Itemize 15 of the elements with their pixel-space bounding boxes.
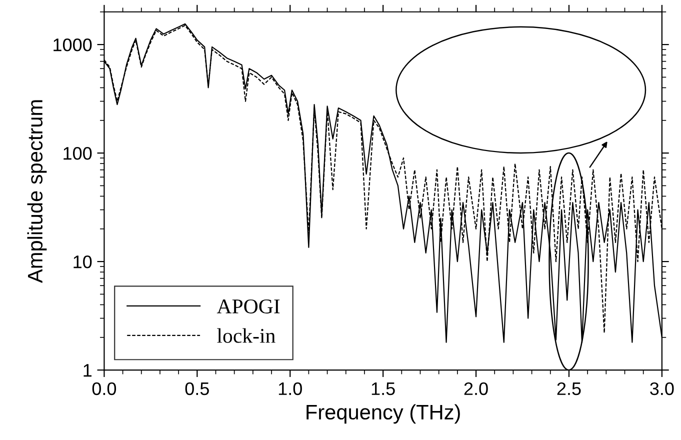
x-tick-label: 1.0 bbox=[278, 382, 302, 396]
x-tick-label: 0.0 bbox=[92, 382, 116, 396]
y-tick-label: 100 bbox=[64, 146, 92, 160]
y-tick-label: 1000 bbox=[54, 38, 92, 52]
x-tick-label: 2.0 bbox=[464, 382, 488, 396]
y-axis-title: Amplitude spectrum bbox=[27, 100, 47, 283]
x-tick-label: 1.5 bbox=[372, 382, 395, 396]
x-tick-label: 0.5 bbox=[185, 382, 209, 396]
x-axis-title: Frequency (THz) bbox=[306, 404, 460, 424]
legend-label: APOGI bbox=[216, 299, 280, 314]
x-tick-label: 3.0 bbox=[650, 382, 674, 396]
y-tick-label: 10 bbox=[74, 255, 92, 268]
x-tick-label: 2.5 bbox=[557, 382, 581, 396]
legend-label: lock-in bbox=[217, 328, 276, 343]
y-tick-label: 1 bbox=[84, 364, 92, 377]
